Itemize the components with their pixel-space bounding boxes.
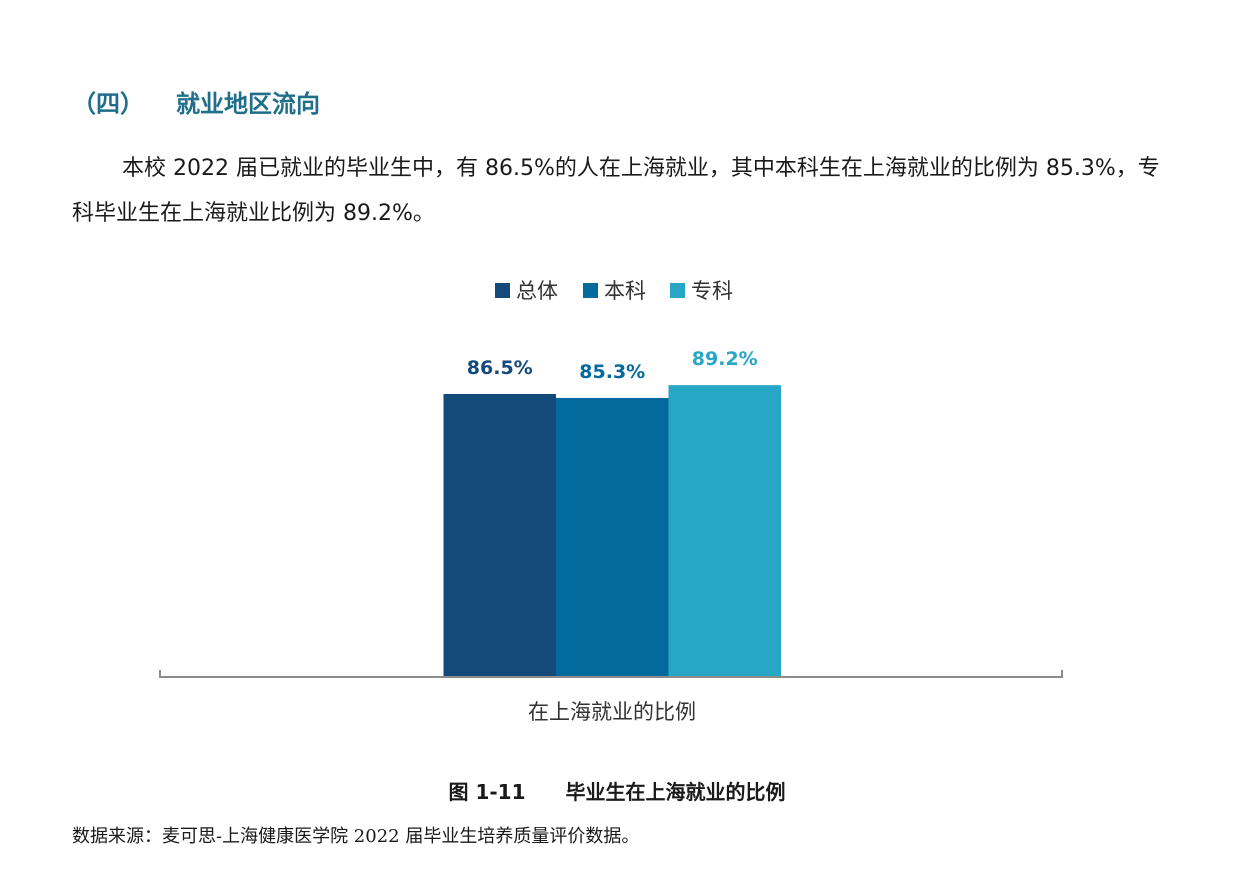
data-label-2: 85.3% — [579, 361, 645, 383]
chart-x-axis: 在上海就业的比例 — [159, 670, 1063, 724]
chart-legend: 总体 本科 专科 — [495, 279, 733, 303]
chart-data-labels: 86.5% 85.3% 89.2% — [467, 348, 758, 383]
bar-1 — [443, 394, 556, 677]
legend-swatch-2 — [583, 283, 598, 298]
section-heading: （四） 就业地区流向 — [72, 84, 320, 119]
legend-label-1: 总体 — [516, 279, 558, 303]
figure-caption: 图 1-11 毕业生在上海就业的比例 — [0, 776, 1234, 805]
legend-label-2: 本科 — [604, 279, 646, 303]
section-title: 就业地区流向 — [176, 90, 320, 118]
section-number: （四） — [72, 90, 144, 118]
bar-3 — [668, 385, 781, 677]
summary-paragraph: 本校 2022 届已就业的毕业生中，有 86.5%的人在上海就业，其中本科生在上… — [72, 156, 1160, 226]
chart-bars — [443, 385, 781, 677]
figure-title: 毕业生在上海就业的比例 — [565, 780, 786, 804]
legend-swatch-3 — [670, 283, 685, 298]
data-label-3: 89.2% — [692, 348, 758, 370]
figure-number: 图 1-11 — [448, 780, 526, 804]
bar-chart: 总体 本科 专科 86.5% 85.3% 89.2% 在上海就业的比例 — [159, 279, 1063, 724]
data-label-1: 86.5% — [467, 357, 533, 379]
bar-2 — [556, 397, 669, 677]
data-source-note: 数据来源：麦可思-上海健康医学院 2022 届毕业生培养质量评价数据。 — [72, 826, 640, 847]
legend-swatch-1 — [495, 283, 510, 298]
x-category-label: 在上海就业的比例 — [528, 700, 696, 724]
x-axis-line — [159, 670, 1063, 678]
legend-label-3: 专科 — [691, 279, 733, 303]
